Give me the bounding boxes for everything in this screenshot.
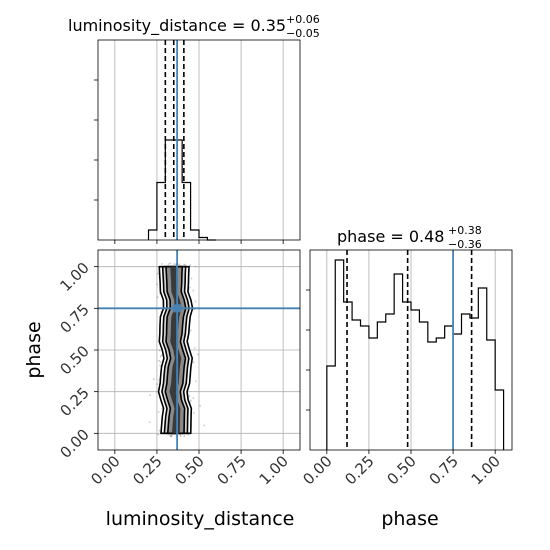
x-tick-label: 1.00 [256, 452, 292, 488]
scatter-point [160, 354, 163, 357]
scatter-point [148, 421, 151, 424]
y-tick-label: 0.00 [56, 425, 92, 461]
scatter-point [159, 364, 161, 367]
scatter-point [197, 353, 200, 356]
scatter-point [156, 272, 159, 275]
x-tick-label: 1.00 [468, 452, 504, 488]
x-tick-label: 0.25 [129, 452, 165, 488]
scatter-point [149, 394, 152, 397]
x-tick-label: 0.00 [299, 452, 335, 488]
scatter-point [194, 300, 197, 303]
scatter-point [157, 411, 160, 413]
scatter-point [156, 283, 158, 286]
scatter-point [173, 263, 175, 265]
scatter-point [170, 435, 172, 438]
scatter-point [170, 435, 172, 437]
scatter-point [203, 424, 206, 427]
scatter-point [188, 395, 191, 397]
scatter-point [161, 262, 163, 265]
scatter-point [158, 349, 161, 352]
x-tick-label: 0.50 [171, 452, 207, 488]
scatter-point [194, 265, 197, 268]
scatter-point [156, 296, 159, 299]
scatter-point [169, 262, 172, 265]
truth-marker [173, 304, 182, 313]
scatter-point [183, 263, 186, 266]
luminosity-distance-histogram-panel [94, 39, 301, 241]
luminosity-distance-title: luminosity_distance = 0.35 [68, 16, 286, 36]
x-tick-label: 0.75 [214, 452, 250, 488]
phase-title: phase = 0.48 [337, 227, 444, 246]
y-tick-label: 1.00 [56, 259, 92, 295]
histogram-step [326, 259, 505, 450]
scatter-point [179, 433, 182, 436]
luminosity-distance-title-lower: −0.05 [286, 27, 320, 40]
y-tick-label: 0.50 [56, 342, 92, 378]
phase-title-lower: −0.36 [448, 238, 482, 251]
scatter-point [179, 435, 182, 437]
scatter-point [159, 355, 162, 358]
scatter-point [192, 412, 195, 414]
y-tick-label: 0.25 [56, 384, 92, 420]
scatter-point [183, 435, 186, 438]
scatter-point [152, 378, 155, 381]
scatter-point [169, 434, 172, 437]
scatter-point [194, 380, 197, 383]
x-tick-label: 0.75 [426, 452, 462, 488]
luminosity-distance-title-upper: +0.06 [286, 13, 320, 26]
scatter-point [156, 383, 158, 385]
scatter-point [192, 397, 195, 399]
x-tick-label: 0.25 [341, 452, 377, 488]
scatter-point [192, 361, 195, 364]
x-tick-label: 0.00 [87, 452, 123, 488]
joint-scatter-panel [97, 249, 301, 451]
scatter-point [192, 289, 195, 292]
scatter-point [157, 433, 160, 436]
scatter-point [167, 263, 170, 266]
scatter-point [190, 277, 193, 280]
scatter-point [193, 347, 196, 349]
x-tick-label: 0.50 [383, 452, 419, 488]
histogram-step [147, 139, 216, 241]
scatter-point [171, 434, 173, 437]
scatter-point [199, 404, 202, 407]
y-tick-label: 0.75 [56, 300, 92, 336]
scatter-point [184, 264, 187, 267]
scatter-point [178, 263, 181, 266]
phase-histogram-panel [306, 249, 513, 451]
x-axis-label-luminosity-distance: luminosity_distance [106, 508, 295, 530]
phase-title-upper: +0.38 [448, 224, 482, 237]
tick-labels: 0.00 0.000.25 0.250.50 0.500.75 0.751.00 1.00… [56, 240, 504, 488]
scatter-point [189, 264, 192, 267]
scatter-point [190, 399, 192, 402]
scatter-point [158, 359, 160, 362]
y-axis-label-phase: phase [23, 321, 45, 378]
scatter-point [161, 407, 164, 410]
scatter-point [189, 329, 192, 332]
scatter-point [188, 286, 191, 289]
scatter-point [159, 361, 162, 363]
x-axis-label-phase: phase [381, 508, 438, 530]
scatter-point [158, 429, 161, 432]
